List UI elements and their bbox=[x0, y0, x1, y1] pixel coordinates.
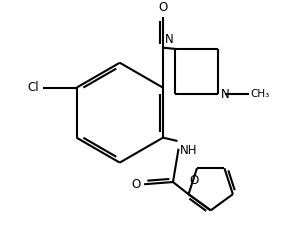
Text: N: N bbox=[165, 33, 173, 46]
Text: N: N bbox=[221, 88, 230, 101]
Text: NH: NH bbox=[180, 144, 197, 157]
Text: CH₃: CH₃ bbox=[251, 89, 270, 99]
Text: O: O bbox=[189, 174, 198, 187]
Text: O: O bbox=[132, 178, 141, 191]
Text: Cl: Cl bbox=[28, 81, 39, 94]
Text: O: O bbox=[158, 1, 168, 14]
